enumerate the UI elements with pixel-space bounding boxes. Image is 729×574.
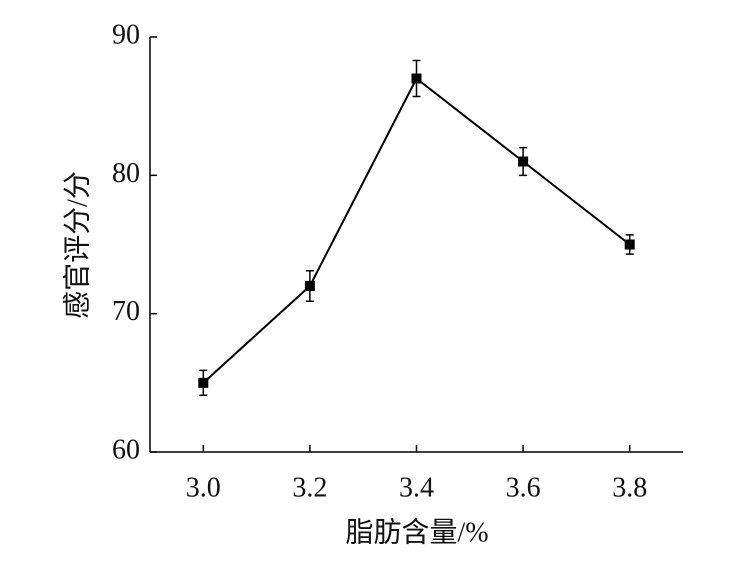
x-tick-label: 3.6 <box>506 472 541 503</box>
x-tick-label: 3.2 <box>292 472 327 503</box>
y-tick-label: 80 <box>112 158 140 189</box>
x-tick-label: 3.0 <box>186 472 221 503</box>
y-tick-label: 60 <box>112 434 140 465</box>
x-axis-label: 脂肪含量/% <box>345 516 488 548</box>
marker <box>518 156 529 167</box>
marker <box>624 239 635 250</box>
marker <box>411 73 422 84</box>
y-tick-label: 90 <box>112 19 140 50</box>
marker <box>304 281 315 291</box>
y-axis-label: 感官评分/分 <box>61 171 93 319</box>
x-tick-label: 3.4 <box>399 472 434 503</box>
marker <box>198 377 209 388</box>
y-tick-label: 70 <box>112 296 140 327</box>
x-tick-label: 3.8 <box>612 472 647 503</box>
line <box>202 76 631 384</box>
